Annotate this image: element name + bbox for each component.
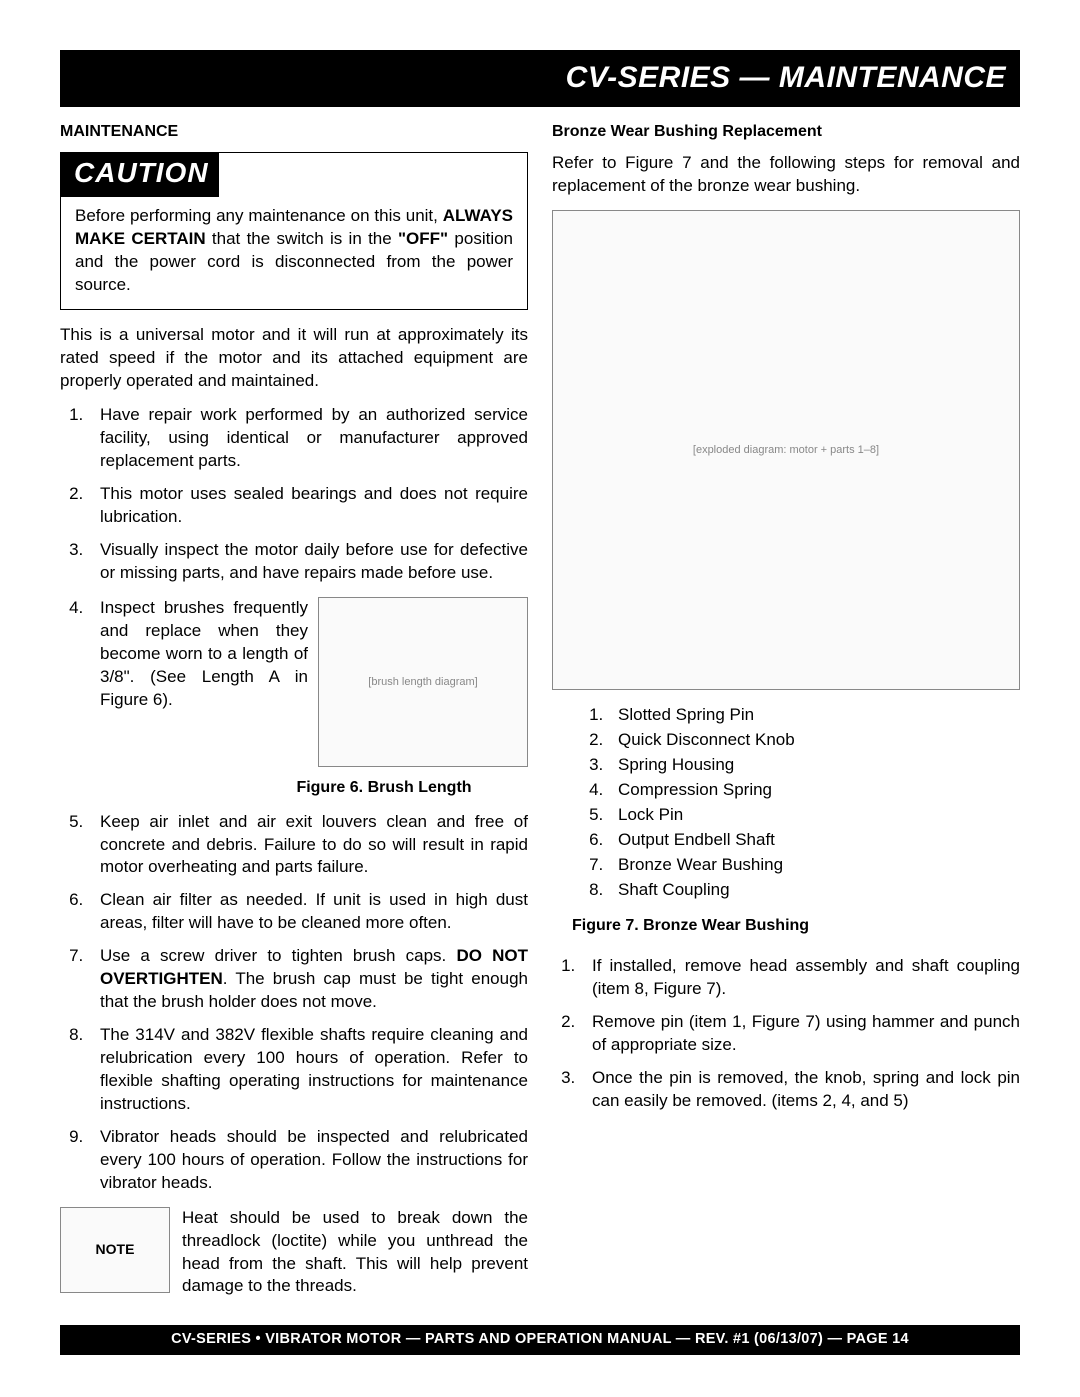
figure6-brush-length: [brush length diagram] bbox=[318, 597, 528, 767]
maintenance-list-5-9: Keep air inlet and air exit louvers clea… bbox=[60, 811, 528, 1195]
list-item: Clean air filter as needed. If unit is u… bbox=[88, 889, 528, 935]
maintenance-list-4: Inspect brushes frequently and replace w… bbox=[60, 597, 308, 722]
list-item: Inspect brushes frequently and replace w… bbox=[88, 597, 308, 712]
caution-box: CAUTION Before performing any maintenanc… bbox=[60, 152, 528, 310]
caution-text-mid: that the switch is in the bbox=[206, 229, 398, 248]
list-item: Bronze Wear Bushing bbox=[608, 854, 1020, 877]
note-text: Heat should be used to break down the th… bbox=[182, 1207, 528, 1299]
list-item: Lock Pin bbox=[608, 804, 1020, 827]
note-label: NOTE bbox=[96, 1240, 135, 1259]
list-item: Vibrator heads should be inspected and r… bbox=[88, 1126, 528, 1195]
page-footer-bar: CV-SERIES • VIBRATOR MOTOR — PARTS AND O… bbox=[60, 1325, 1020, 1355]
list-item: Spring Housing bbox=[608, 754, 1020, 777]
note-notepad-icon: NOTE bbox=[60, 1207, 170, 1293]
caution-body: Before performing any maintenance on thi… bbox=[61, 205, 527, 309]
list-item: This motor uses sealed bearings and does… bbox=[88, 483, 528, 529]
list-item: If installed, remove head assembly and s… bbox=[580, 955, 1020, 1001]
list-item: Once the pin is removed, the knob, sprin… bbox=[580, 1067, 1020, 1113]
figure7-bronze-wear-bushing: [exploded diagram: motor + parts 1–8] bbox=[552, 210, 1020, 690]
removal-steps: If installed, remove head assembly and s… bbox=[552, 955, 1020, 1113]
figure7-caption: Figure 7. Bronze Wear Bushing bbox=[572, 915, 1020, 937]
list-item: Compression Spring bbox=[608, 779, 1020, 802]
list-item: The 314V and 382V flexible shafts requir… bbox=[88, 1024, 528, 1116]
maintenance-list-1-3: Have repair work performed by an authori… bbox=[60, 404, 528, 585]
left-column: MAINTENANCE CAUTION Before performing an… bbox=[60, 121, 528, 1299]
list-item: Use a screw driver to tighten brush caps… bbox=[88, 945, 528, 1014]
note-row: NOTE Heat should be used to break down t… bbox=[60, 1207, 528, 1299]
bushing-heading: Bronze Wear Bushing Replacement bbox=[552, 121, 1020, 143]
figure6-caption: Figure 6. Brush Length bbox=[240, 777, 528, 799]
list-item: Remove pin (item 1, Figure 7) using hamm… bbox=[580, 1011, 1020, 1057]
right-column: Bronze Wear Bushing Replacement Refer to… bbox=[552, 121, 1020, 1299]
maintenance-heading: MAINTENANCE bbox=[60, 121, 528, 143]
list-item: Keep air inlet and air exit louvers clea… bbox=[88, 811, 528, 880]
list-item: Shaft Coupling bbox=[608, 879, 1020, 902]
item7-pre: Use a screw driver to tighten brush caps… bbox=[100, 946, 456, 965]
item4-with-figure: Inspect brushes frequently and replace w… bbox=[60, 597, 528, 767]
list-item: Slotted Spring Pin bbox=[608, 704, 1020, 727]
intro-paragraph: This is a universal motor and it will ru… bbox=[60, 324, 528, 393]
list-item: Quick Disconnect Knob bbox=[608, 729, 1020, 752]
list-item: Visually inspect the motor daily before … bbox=[88, 539, 528, 585]
list-item: Output Endbell Shaft bbox=[608, 829, 1020, 852]
two-column-layout: MAINTENANCE CAUTION Before performing an… bbox=[60, 121, 1020, 1299]
page-header-bar: CV-SERIES — MAINTENANCE bbox=[60, 50, 1020, 107]
bushing-intro: Refer to Figure 7 and the following step… bbox=[552, 152, 1020, 198]
caution-text-pre: Before performing any maintenance on thi… bbox=[75, 206, 443, 225]
caution-bold2: "OFF" bbox=[398, 229, 448, 248]
list-item: Have repair work performed by an authori… bbox=[88, 404, 528, 473]
caution-label: CAUTION bbox=[60, 152, 219, 197]
figure7-parts-list: Slotted Spring Pin Quick Disconnect Knob… bbox=[572, 704, 1020, 902]
